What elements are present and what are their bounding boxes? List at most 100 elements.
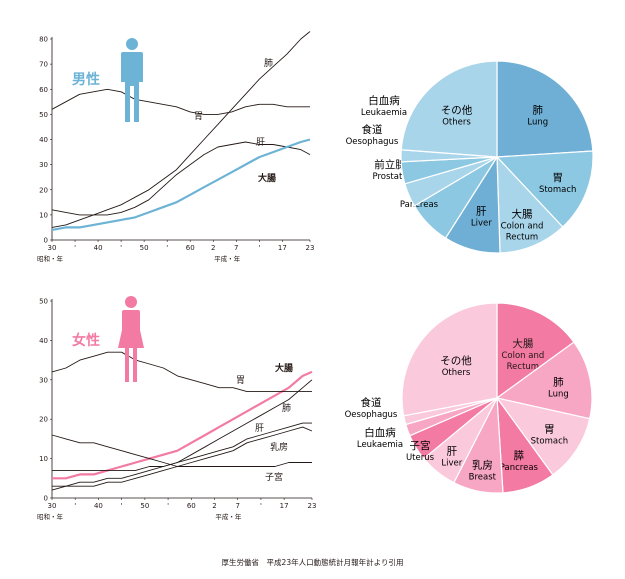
slice-label-jp: 子宮 [410,439,431,452]
series-label-breast: 乳房 [270,441,288,453]
x-tick-label: 2 [212,502,216,510]
y-tick-label: 80 [39,36,48,44]
slice-label-jp: 大腸 [511,207,532,220]
x-tick-label: 30 [48,244,57,252]
gender-label: 男性 [72,71,100,88]
slice-label-jp: 胃 [552,172,563,184]
icon-head [126,38,138,50]
slice-label-en: Others [442,117,471,127]
slice-label-jp: 膵 [514,450,525,462]
slice-label-jp: 肺 [553,376,564,388]
y-tick-label: 50 [39,298,48,306]
y-tick-label: 10 [39,455,48,463]
slice-label-jp: 肺 [532,105,543,117]
slice-label-jp: 白血病 [368,94,400,107]
y-tick-label: 40 [39,337,48,345]
x-tick-label: 7 [234,244,238,252]
female-chart: 0 10 20 30 40 50 30 ' 40 ' 50 ' 60 2 7 ' 17 23 昭和・年 平成・年 大腸胃… [37,296,316,521]
y-tick-label: 40 [39,136,48,144]
slice-label-en: Uterus [406,453,435,463]
series-line [52,370,313,480]
slice-label-jp: 白血病 [364,426,396,439]
y-tick-label: 10 [39,211,48,219]
x-tick-label: 23 [308,502,317,510]
slice-label-en: Rectum [507,362,539,372]
icon-body [118,310,144,382]
x-tick-label: 40 [94,502,103,510]
slice-label-jp: その他 [440,354,472,367]
series-label-colon: 大腸 [258,172,276,184]
era-showa-label: 昭和・年 [37,512,64,521]
y-tick-label: 0 [44,495,48,503]
slice-label-en: Pancreas [400,200,439,210]
era-heisei-label: 平成・年 [215,512,242,521]
series-line [52,422,312,471]
x-tick-label: 17 [278,244,287,252]
pie-slice [495,150,594,228]
x-tick-label: ' [74,244,76,252]
x-tick-label: 2 [211,244,215,252]
source-note: 厚生労働省 平成23年人口動態統計月報年計より引用 [221,558,404,567]
slice-label-en: Prostate [372,172,407,182]
x-tick-label: ' [121,502,123,510]
slice-label-en: Breast [469,473,497,483]
series-line [51,138,311,231]
slice-label-jp: その他 [441,103,473,116]
slice-label-en: Liver [441,458,462,468]
slice-label-en: Pancreas [500,463,539,473]
series-label-lung: 肺 [264,58,273,69]
slice-label-en: Liver [471,218,492,228]
series-line [51,88,310,115]
icon-head [125,296,137,308]
female-person-icon [118,296,144,382]
pie-slice [496,302,575,400]
series-label-liver: 肝 [255,423,264,434]
icon-body [121,52,143,122]
slice-label-jp: 食道 [362,123,383,136]
y-tick-label: 70 [39,61,48,69]
series-line [51,31,311,228]
slice-label-en: Colon and [501,351,544,361]
x-tick-label: 30 [48,502,57,510]
y-tick-label: 0 [44,237,48,245]
x-tick-label: 7 [235,502,239,510]
male-person-icon [121,38,143,122]
series-line [51,426,313,491]
era-heisei-label: 平成・年 [214,254,241,263]
slice-label-jp: 大腸 [512,337,533,350]
slice-label-en: Colon and [501,221,544,231]
y-tick-label: 20 [39,416,48,424]
series-line [52,379,313,487]
x-tick-label: ' [74,502,76,510]
slice-label-jp: 食道 [361,396,382,409]
y-tick-label: 60 [39,86,48,94]
pie-slice [400,60,498,158]
y-tick-label: 50 [39,111,48,119]
slice-label-en: Stomach [539,185,576,195]
x-tick-label: ' [167,502,169,510]
x-tick-label: ' [260,502,262,510]
gender-label: 女性 [72,332,100,349]
slice-label-en: Leukaemia [361,108,407,118]
x-tick-label: ' [120,244,122,252]
slice-label-en: Oesophagus [346,137,399,147]
slice-label-en: Rectum [506,232,538,242]
slice-label-en: Oesophagus [345,410,398,420]
slice-label-jp: 前立腺 [374,158,406,171]
series-label-lung: 肺 [282,403,291,414]
pie-slice [495,341,593,420]
series-label-stomach: 胃 [236,375,245,386]
x-tick-label: 60 [186,244,195,252]
pie-slice [496,60,594,158]
x-tick-label: 50 [140,502,149,510]
series-label-uterus: 子宮 [265,471,283,483]
x-tick-label: 60 [187,502,196,510]
y-tick-label: 20 [39,186,48,194]
slice-label-jp: 胃 [544,423,555,435]
pie-slice [401,302,498,417]
slice-label-jp: 乳房 [472,459,493,472]
series-label-colon: 大腸 [275,362,293,374]
